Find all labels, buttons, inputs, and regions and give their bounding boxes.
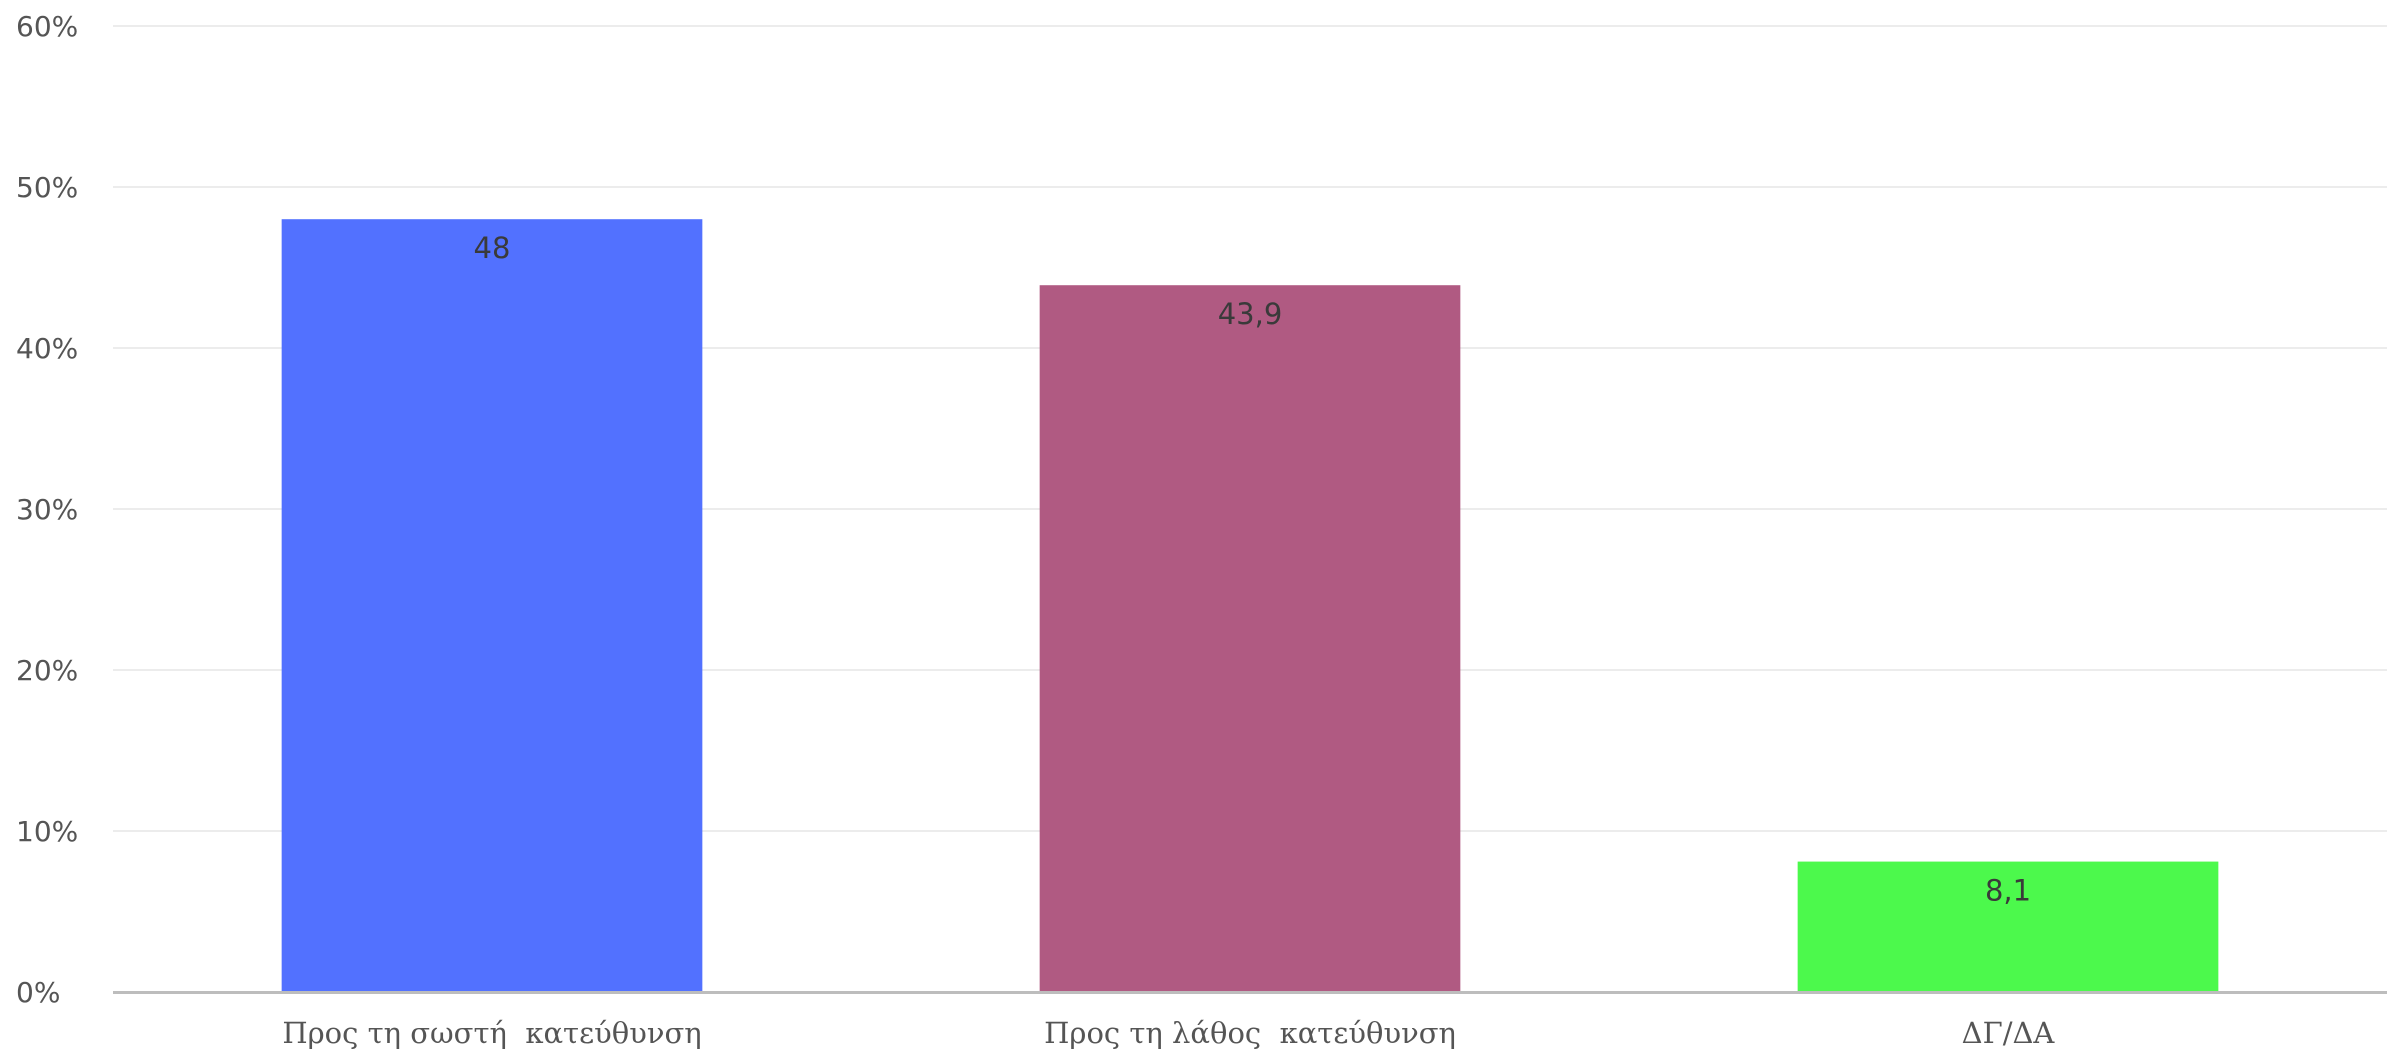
data-label: 43,9 (1218, 297, 1283, 331)
x-axis-ticks: Προς τη σωστή κατεύθυνση Προς τη λάθος κα… (282, 1016, 2055, 1050)
y-tick-label: 40% (16, 332, 78, 365)
bar (1797, 861, 2219, 992)
data-labels: 48 43,9 8,1 (474, 231, 2032, 907)
x-tick-label: Προς τη λάθος κατεύθυνση (1044, 1016, 1456, 1050)
x-tick-label: ΔΓ/ΔΑ (1962, 1016, 2056, 1050)
data-label: 48 (474, 231, 511, 265)
y-tick-label: 60% (16, 10, 78, 43)
bars (281, 219, 2219, 993)
y-tick-label: 20% (16, 654, 78, 687)
y-tick-label: 10% (16, 815, 78, 848)
y-axis-ticks: 0% 10% 20% 30% 40% 50% 60% (16, 10, 78, 1009)
bar (281, 219, 703, 992)
data-label: 8,1 (1985, 874, 2031, 908)
x-tick-label: Προς τη σωστή κατεύθυνση (282, 1016, 701, 1050)
y-tick-label: 0% (16, 976, 60, 1009)
y-tick-label: 50% (16, 171, 78, 204)
y-tick-label: 30% (16, 493, 78, 526)
bar (1039, 285, 1461, 993)
